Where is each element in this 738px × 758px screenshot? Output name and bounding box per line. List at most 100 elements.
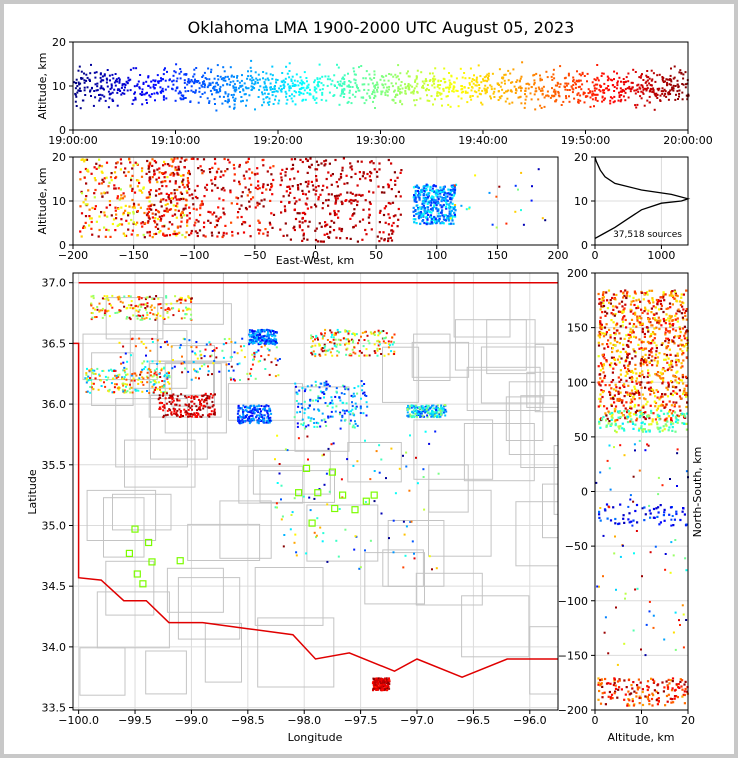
ew-height-point [517, 188, 519, 191]
plan-view-point [115, 374, 118, 377]
time-height-point [285, 65, 288, 68]
ew-height-point [203, 221, 206, 224]
ew-height-point [132, 210, 135, 214]
time-height-point [601, 95, 604, 98]
time-height-point [578, 73, 581, 76]
time-height-point [327, 75, 330, 78]
plan-view-point [166, 308, 169, 310]
ew-height-point [452, 222, 455, 225]
plan-view-point [165, 303, 168, 306]
time-height-point [90, 95, 92, 97]
time-height-point [261, 91, 263, 94]
plan-view-point [138, 303, 141, 306]
plan-view-point [264, 409, 266, 412]
x-tick-label: 0 [592, 249, 599, 262]
plan-view-point [126, 373, 129, 376]
plan-view-point [345, 402, 348, 405]
time-height-point [635, 106, 638, 109]
plan-view-point [252, 419, 255, 422]
time-height-point [425, 80, 428, 82]
time-height-point [194, 78, 196, 81]
ew-height-point [209, 211, 212, 214]
time-height-point [646, 99, 649, 102]
time-height-point [293, 95, 296, 98]
plan-view-point [103, 298, 106, 300]
ew-height-point [122, 211, 125, 214]
time-height-point [395, 94, 397, 97]
plan-view-point [434, 430, 437, 433]
time-height-point [414, 80, 416, 83]
ew-height-point [390, 188, 393, 191]
plan-view-point [200, 365, 203, 368]
plan-view-point [266, 412, 269, 415]
time-height-point [459, 67, 462, 70]
time-height-point [333, 74, 336, 77]
plan-view-point [153, 298, 156, 300]
ew-height-point [378, 211, 382, 214]
time-height-point [111, 91, 114, 94]
plan-view-point [193, 402, 196, 405]
time-height-point [172, 79, 175, 82]
ew-height-point [194, 230, 197, 233]
plan-view-point [208, 415, 211, 418]
time-height-point [486, 80, 489, 83]
ew-height-point [233, 179, 236, 182]
plan-view-point [251, 329, 254, 332]
ew-height-point [281, 168, 284, 171]
ew-height-point [169, 199, 172, 203]
ew-height-point [443, 214, 446, 217]
ew-height-point [328, 162, 331, 165]
time-height-point [434, 98, 436, 101]
plan-view-point [267, 335, 270, 338]
ew-height-point [175, 234, 178, 237]
plan-view-point [269, 419, 271, 422]
plan-view-point [169, 396, 172, 399]
ew-height-point [380, 237, 383, 240]
plan-view-point [323, 396, 325, 399]
plan-view-point [200, 357, 203, 360]
plan-view-point [210, 354, 213, 357]
plan-view-point [260, 345, 263, 348]
ew-height-point [372, 191, 375, 194]
time-height-point [291, 82, 294, 85]
plan-view-point [316, 336, 319, 339]
plan-view-point [143, 360, 146, 363]
plan-view-point [275, 342, 278, 344]
time-height-point [596, 77, 599, 80]
time-height-point [271, 94, 274, 97]
ns-height-grid [594, 272, 689, 711]
plan-view-point [431, 568, 433, 571]
ew-height-point [161, 184, 164, 188]
time-height-point [353, 70, 356, 73]
plan-view-point [426, 406, 429, 409]
ew-height-point [415, 184, 419, 187]
time-height-point [291, 75, 294, 78]
time-height-point [670, 67, 672, 70]
ew-height-point [431, 209, 434, 212]
plan-view-point [237, 406, 240, 409]
ew-height-point [127, 222, 130, 225]
ew-height-point [417, 215, 420, 218]
time-height-point [224, 79, 227, 82]
time-height-point [678, 92, 681, 95]
plan-view-point [324, 420, 327, 423]
plan-view-point [243, 345, 246, 348]
plan-view-point [436, 414, 439, 417]
ew-height-point [161, 172, 164, 175]
time-height-point [436, 91, 439, 94]
plan-view-point [131, 373, 134, 375]
plan-view-point [191, 350, 194, 353]
time-height-point [622, 95, 625, 98]
time-height-point [649, 84, 652, 86]
time-height-point [592, 92, 595, 95]
time-height-point [178, 90, 181, 93]
plan-view-point [215, 356, 218, 359]
time-height-point [333, 94, 336, 97]
county-boundary [413, 419, 494, 480]
time-height-point [629, 90, 632, 93]
time-height-point [567, 82, 570, 85]
plan-view-point [385, 336, 387, 339]
plan-view-point [140, 303, 143, 306]
ew-height-point [389, 236, 392, 239]
ew-height-point [324, 224, 327, 227]
